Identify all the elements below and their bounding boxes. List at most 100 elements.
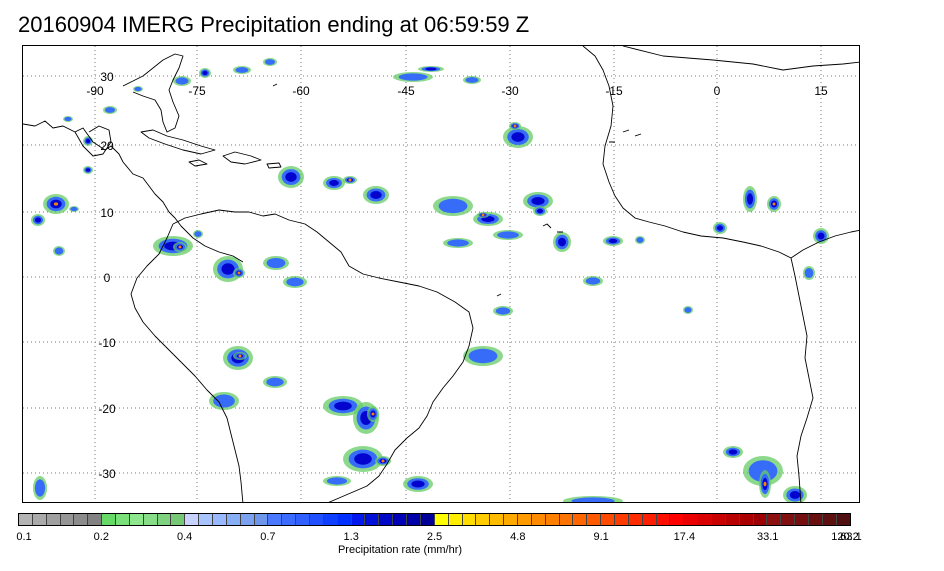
colorbar-segment xyxy=(642,514,657,525)
precip-cell xyxy=(789,491,801,499)
colorbar-label: Precipitation rate (mm/hr) xyxy=(337,544,463,556)
colorbar-segment xyxy=(171,514,186,525)
colorbar-segment xyxy=(129,514,144,525)
cape-verde xyxy=(542,223,563,233)
precip-cell xyxy=(213,394,235,408)
colorbar-segment xyxy=(698,514,712,525)
latitude-label: 10 xyxy=(100,206,114,220)
colorbar-segment xyxy=(670,514,685,525)
colorbar-segment xyxy=(240,514,255,525)
colorbar-segment xyxy=(628,514,643,525)
colorbar-segment xyxy=(781,514,796,525)
colorbar-segment xyxy=(46,514,61,525)
precip-cell xyxy=(411,480,425,488)
precip-cell xyxy=(85,138,91,144)
longitude-labels: -90 -75 -60 -45 -30 -15 0 15 xyxy=(86,84,828,98)
colorbar-segment xyxy=(74,514,89,525)
colorbar-segment xyxy=(476,514,491,525)
precip-cell xyxy=(202,70,208,76)
bermuda xyxy=(272,83,278,87)
south-america-coast xyxy=(172,209,474,502)
precip-cell xyxy=(497,231,519,239)
colorbar-segment xyxy=(185,514,200,525)
colorbar-tick-label: 9.1 xyxy=(593,531,609,543)
colorbar-segment xyxy=(490,514,505,525)
colorbar-segment xyxy=(407,514,421,525)
precip-cell xyxy=(684,307,692,313)
cuba xyxy=(140,129,216,155)
colorbar-segment xyxy=(531,514,546,525)
precip-cell xyxy=(237,271,241,275)
precip-cell xyxy=(64,116,72,122)
colorbar-tick-label: 0.1 xyxy=(16,531,32,543)
colorbar-segment xyxy=(767,514,782,525)
map-canvas: -90 -75 -60 -45 -30 -15 0 15 30 20 10 0 -10 -20 -30 xyxy=(23,46,859,502)
precip-cell xyxy=(348,178,352,182)
colorbar-segment xyxy=(601,514,615,525)
precipitation-map[interactable]: -90 -75 -60 -45 -30 -15 0 15 30 20 10 0 -10 -20 -30 xyxy=(22,45,860,503)
precip-cell xyxy=(716,225,724,231)
colorbar-segment xyxy=(88,514,103,525)
precip-cell xyxy=(585,277,601,285)
colorbar-segment xyxy=(448,514,463,525)
precip-cell xyxy=(804,267,814,279)
latitude-label: -20 xyxy=(98,402,116,416)
colorbar-tick-label: 120.2 xyxy=(831,531,859,543)
precip-cell xyxy=(817,232,825,240)
colorbar-segment xyxy=(504,514,518,525)
precipitation-overlay xyxy=(31,58,829,502)
colorbar-segment xyxy=(310,514,324,525)
colorbar-segment xyxy=(32,514,47,525)
latitude-label: 0 xyxy=(104,271,111,285)
colorbar-segment xyxy=(226,514,241,525)
precip-cell xyxy=(370,191,382,199)
latitude-label: -30 xyxy=(98,467,116,481)
colorbar xyxy=(18,513,851,526)
precip-cell xyxy=(495,307,511,315)
precip-cell xyxy=(371,412,375,416)
precip-cell xyxy=(636,237,644,243)
precip-cell xyxy=(728,449,738,455)
colorbar-segment xyxy=(323,514,338,525)
colorbar-segment xyxy=(462,514,477,525)
latitude-labels: 30 20 10 0 -10 -20 -30 xyxy=(98,70,116,481)
colorbar-segment xyxy=(434,514,449,525)
precip-cell xyxy=(511,132,525,142)
precip-cell xyxy=(134,86,142,92)
colorbar-segment xyxy=(157,514,172,525)
precip-cell xyxy=(481,213,485,217)
precip-cell xyxy=(286,277,304,287)
colorbar-tick-label: 0.4 xyxy=(176,531,193,543)
precip-cell xyxy=(354,453,372,465)
north-america-coast xyxy=(23,120,244,263)
latitude-label: 20 xyxy=(100,139,114,153)
precip-cell xyxy=(194,231,202,237)
colorbar-segment xyxy=(711,514,726,525)
precip-cell xyxy=(425,67,437,71)
precip-cell xyxy=(34,217,42,223)
colorbar-tick-label: 1.3 xyxy=(343,531,359,543)
precip-cell xyxy=(326,477,348,485)
precip-cell xyxy=(571,497,615,502)
precip-cell xyxy=(329,179,339,187)
precip-cell xyxy=(175,77,189,85)
africa-north-east xyxy=(622,46,859,71)
precip-cell xyxy=(746,193,754,205)
precip-cell xyxy=(381,459,385,463)
africa-north-coast xyxy=(582,46,792,259)
colorbar-segment xyxy=(420,514,435,525)
precip-cell xyxy=(763,481,767,487)
longitude-label: -75 xyxy=(188,84,206,98)
precip-cell xyxy=(53,202,59,206)
colorbar-segment xyxy=(282,514,297,525)
colorbar-segment xyxy=(19,514,33,525)
colorbar-segment xyxy=(351,514,366,525)
precip-cell xyxy=(285,172,297,182)
colorbar-segment xyxy=(573,514,588,525)
precip-cell xyxy=(513,124,517,128)
longitude-label: 0 xyxy=(714,84,721,98)
latitude-label: -10 xyxy=(98,336,116,350)
colorbar-segment xyxy=(822,514,837,525)
colorbar-segment xyxy=(102,514,117,525)
jamaica xyxy=(188,159,208,167)
